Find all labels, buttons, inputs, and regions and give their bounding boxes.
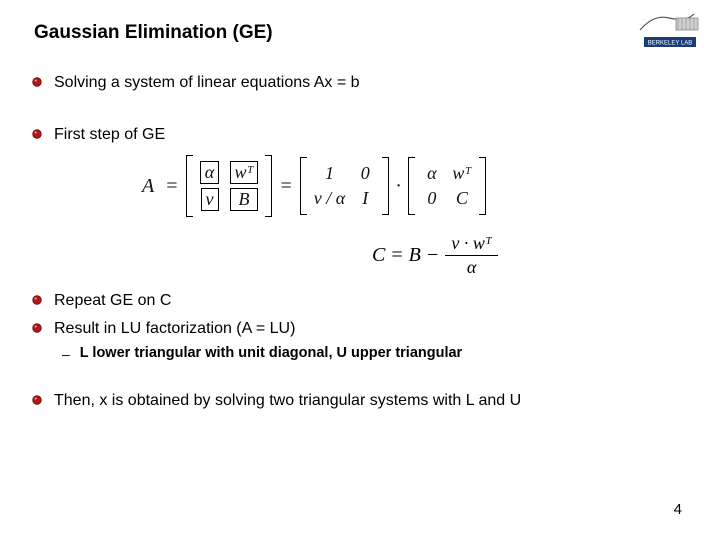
equation-block: A = α wᵀ v B = 1 [142,155,690,278]
dash-icon: – [62,346,70,362]
bullet-icon [32,395,42,405]
bullet-1-text: Solving a system of linear equations Ax … [54,72,360,94]
lab-logo: BERKELEY LAB [634,8,704,52]
bullet-icon [32,129,42,139]
equation-2: C = B − v · wᵀ α [372,233,690,278]
schur-num: v · wᵀ [445,233,497,256]
bullet-4-text: Result in LU factorization (A = LU) [54,318,295,340]
sub-bullet-1: – L lower triangular with unit diagonal,… [62,345,690,362]
bullet-3: Repeat GE on C [32,290,690,312]
bullet-icon [32,295,42,305]
eq-lhs: A [142,175,154,198]
bullet-1: Solving a system of linear equations Ax … [32,72,690,94]
bullet-icon [32,77,42,87]
m3-a12: wᵀ [452,163,472,184]
m1-a21: v [201,188,219,211]
slide-title: Gaussian Elimination (GE) [34,22,690,44]
m2-a22: I [355,188,375,209]
bullet-icon [32,323,42,333]
m1-a11: α [200,161,219,184]
m2-a21: v / α [314,188,345,209]
bullet-4: Result in LU factorization (A = LU) [32,318,690,340]
page-number: 4 [674,501,682,518]
m3-a21: 0 [422,188,442,209]
matrix-2: 1 0 v / α I [300,157,389,215]
schur-den: α [467,256,476,278]
bullet-2-text: First step of GE [54,124,165,146]
m1-a22: B [230,188,258,211]
equation-1: A = α wᵀ v B = 1 [142,155,690,217]
bullet-2: First step of GE [32,124,690,146]
bullet-5-text: Then, x is obtained by solving two trian… [54,390,521,412]
schur-lhs: C [372,244,385,267]
m3-a22: C [452,188,472,209]
m3-a11: α [422,163,442,184]
schur-fraction: v · wᵀ α [445,233,497,278]
bullet-5: Then, x is obtained by solving two trian… [32,390,690,412]
schur-rhs-prefix: B − [409,244,440,267]
bullet-3-text: Repeat GE on C [54,290,171,312]
m1-a12: wᵀ [230,161,259,184]
sub-bullet-1-text: L lower triangular with unit diagonal, U… [80,345,462,361]
slide-content: Solving a system of linear equations Ax … [30,72,690,412]
matrix-3: α wᵀ 0 C [408,157,486,215]
m2-a12: 0 [355,163,375,184]
matrix-1: α wᵀ v B [186,155,273,217]
svg-text:BERKELEY LAB: BERKELEY LAB [648,41,693,47]
m2-a11: 1 [314,163,345,184]
